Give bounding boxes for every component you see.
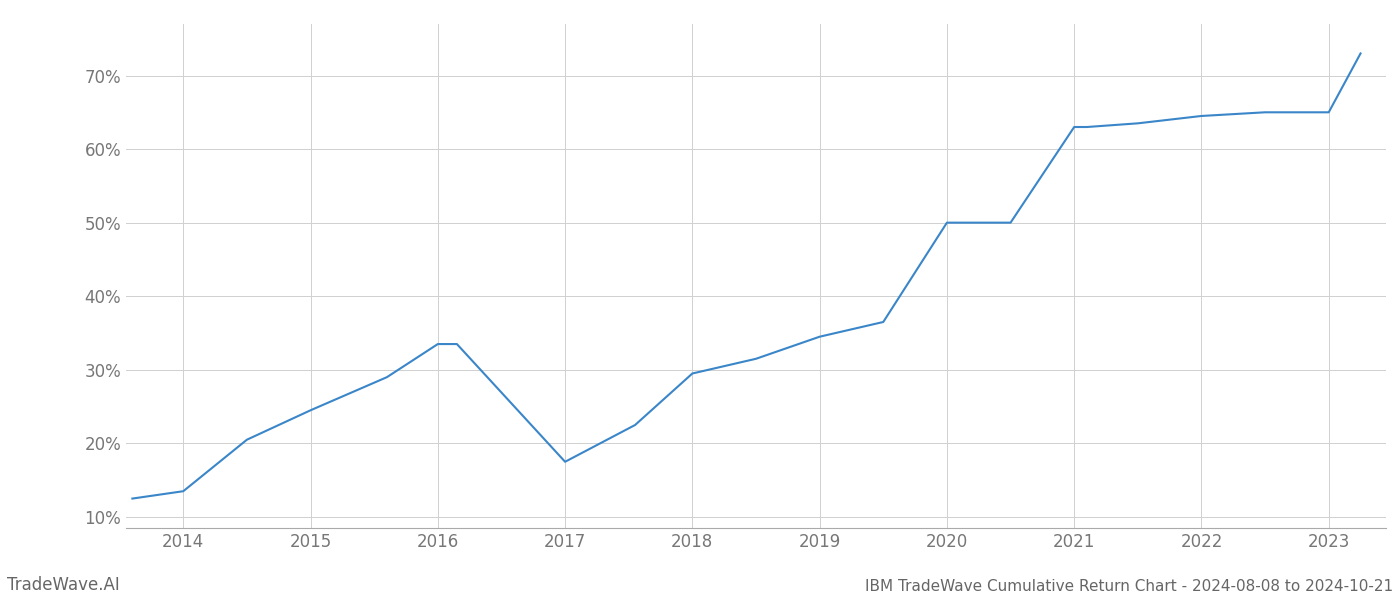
Text: IBM TradeWave Cumulative Return Chart - 2024-08-08 to 2024-10-21: IBM TradeWave Cumulative Return Chart - … [865,579,1393,594]
Text: TradeWave.AI: TradeWave.AI [7,576,120,594]
